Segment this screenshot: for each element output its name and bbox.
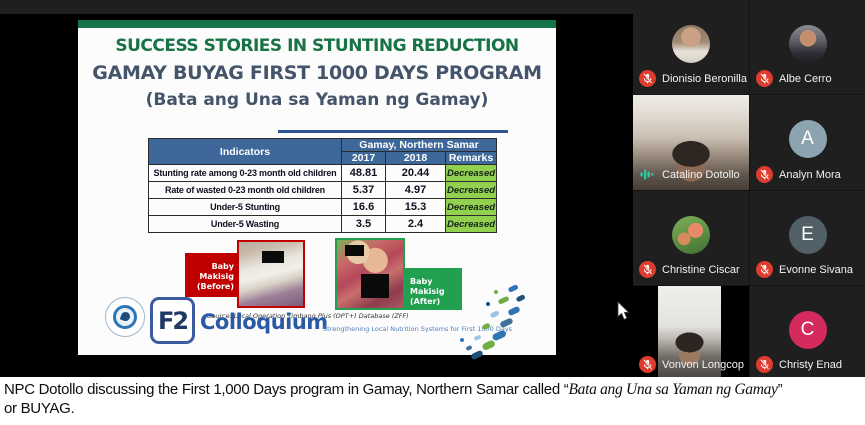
indicator-cell: Stunting rate among 0-23 month old child… [148, 164, 342, 182]
source-note: Source: Local Operation Timbang Plus (OP… [207, 312, 409, 320]
participant-name: Vonvon Longcop [662, 358, 744, 371]
letter-avatar: C [788, 311, 827, 349]
muted-mic-icon [639, 70, 656, 87]
table-row: Under-5 Wasting 3.5 2.4 Decreased [148, 215, 498, 233]
stunting-stats-table: Indicators Gamay, Northern Samar 2017 20… [148, 138, 498, 233]
participant-tile-christy[interactable]: C Christy Enad [750, 286, 865, 380]
letter-avatar: A [788, 120, 827, 158]
caption-line2: or BUYAG. [4, 400, 75, 417]
participant-tile-albe[interactable]: Albe Cerro [750, 0, 865, 94]
participant-name: Analyn Mora [779, 168, 841, 181]
face-censor-bar [262, 251, 284, 263]
table-header-group: Gamay, Northern Samar [340, 138, 498, 152]
mouse-cursor-icon [617, 301, 630, 320]
body-censor-bar [361, 274, 389, 298]
value-2018-cell: 15.3 [385, 198, 446, 216]
f2-logo-icon: F2 [150, 297, 195, 344]
muted-mic-icon [756, 356, 773, 373]
colloquium-logo-text: Colloquium [200, 310, 328, 334]
caption-line1: NPC Dotollo discussing the First 1,000 D… [4, 381, 783, 398]
slide-title-line2: GAMAY BUYAG FIRST 1000 DAYS PROGRAM [92, 62, 542, 84]
slide-accent-bar [78, 20, 556, 28]
value-2017-cell: 48.81 [341, 164, 386, 182]
participant-tile-catalino[interactable]: Catalino Dotollo [633, 95, 749, 190]
muted-mic-icon [756, 166, 773, 183]
table-header-remarks: Remarks [444, 151, 498, 165]
value-2018-cell: 4.97 [385, 181, 446, 199]
remarks-cell: Decreased [444, 164, 498, 182]
value-2017-cell: 5.37 [341, 181, 386, 199]
table-row: Rate of wasted 0-23 month old children 5… [148, 181, 498, 199]
value-2018-cell: 20.44 [385, 164, 446, 182]
remarks-cell: Decreased [444, 215, 498, 233]
avatar [788, 25, 827, 63]
muted-mic-icon [756, 70, 773, 87]
remarks-cell: Decreased [444, 198, 498, 216]
avatar [672, 216, 710, 254]
after-label: Baby Makisig (After) [405, 268, 462, 310]
face-censor-bar [345, 245, 364, 256]
muted-mic-icon [639, 261, 656, 278]
participant-name: Albe Cerro [779, 72, 832, 85]
video-feed [658, 286, 721, 380]
value-2018-cell: 2.4 [385, 215, 446, 233]
avatar [672, 25, 710, 63]
indicator-cell: Under-5 Wasting [148, 215, 342, 233]
indicator-cell: Under-5 Stunting [148, 198, 342, 216]
participant-name: Catalino Dotollo [662, 168, 740, 181]
participant-tile-vonvon[interactable]: Vonvon Longcop [633, 286, 749, 380]
table-header-2018: 2018 [385, 151, 446, 165]
baby-after-photo [335, 238, 405, 310]
slide-title-line1: SUCCESS STORIES IN STUNTING REDUCTION [115, 36, 519, 56]
participant-tile-evonne[interactable]: E Evonne Sivana [750, 191, 865, 285]
participant-tile-dionisio[interactable]: Dionisio Beronilla Jr. [633, 0, 749, 94]
muted-mic-icon [639, 356, 656, 373]
colloquium-tagline: Strengthening Local Nutrition Systems fo… [323, 325, 513, 333]
share-top-bar [0, 0, 633, 14]
participant-tile-analyn[interactable]: A Analyn Mora [750, 95, 865, 190]
before-label: Baby Makisig (Before) [185, 253, 237, 297]
value-2017-cell: 16.6 [341, 198, 386, 216]
foundation-seal-icon [105, 297, 145, 337]
indicator-cell: Rate of wasted 0-23 month old children [148, 181, 342, 199]
participant-name: Christine Ciscar [662, 263, 740, 276]
participant-name: Evonne Sivana [779, 263, 853, 276]
participant-name: Dionisio Beronilla Jr. [662, 72, 749, 85]
muted-mic-icon [756, 261, 773, 278]
scatter-logo-icon [460, 284, 525, 360]
baby-before-photo [237, 240, 305, 308]
speaking-audio-icon [640, 169, 654, 180]
participant-name: Christy Enad [779, 358, 842, 371]
caption-italic: Bata ang Una sa Yaman ng Gamay [568, 381, 778, 398]
table-row: Under-5 Stunting 16.6 15.3 Decreased [148, 198, 498, 216]
letter-avatar: E [788, 216, 827, 254]
title-underline [278, 130, 508, 133]
participant-tile-christine[interactable]: Christine Ciscar [633, 191, 749, 285]
remarks-cell: Decreased [444, 181, 498, 199]
table-header-indicators: Indicators [148, 138, 342, 165]
table-row: Stunting rate among 0-23 month old child… [148, 164, 498, 182]
photo-caption: NPC Dotollo discussing the First 1,000 D… [0, 377, 865, 425]
slide-title-line3: (Bata ang Una sa Yaman ng Gamay) [145, 90, 489, 110]
participants-panel: Dionisio Beronilla Jr. Albe Cerro [633, 0, 865, 380]
value-2017-cell: 3.5 [341, 215, 386, 233]
table-header-2017: 2017 [341, 151, 386, 165]
presentation-slide: SUCCESS STORIES IN STUNTING REDUCTION GA… [78, 20, 556, 360]
screen-share-area: SUCCESS STORIES IN STUNTING REDUCTION GA… [0, 0, 633, 360]
